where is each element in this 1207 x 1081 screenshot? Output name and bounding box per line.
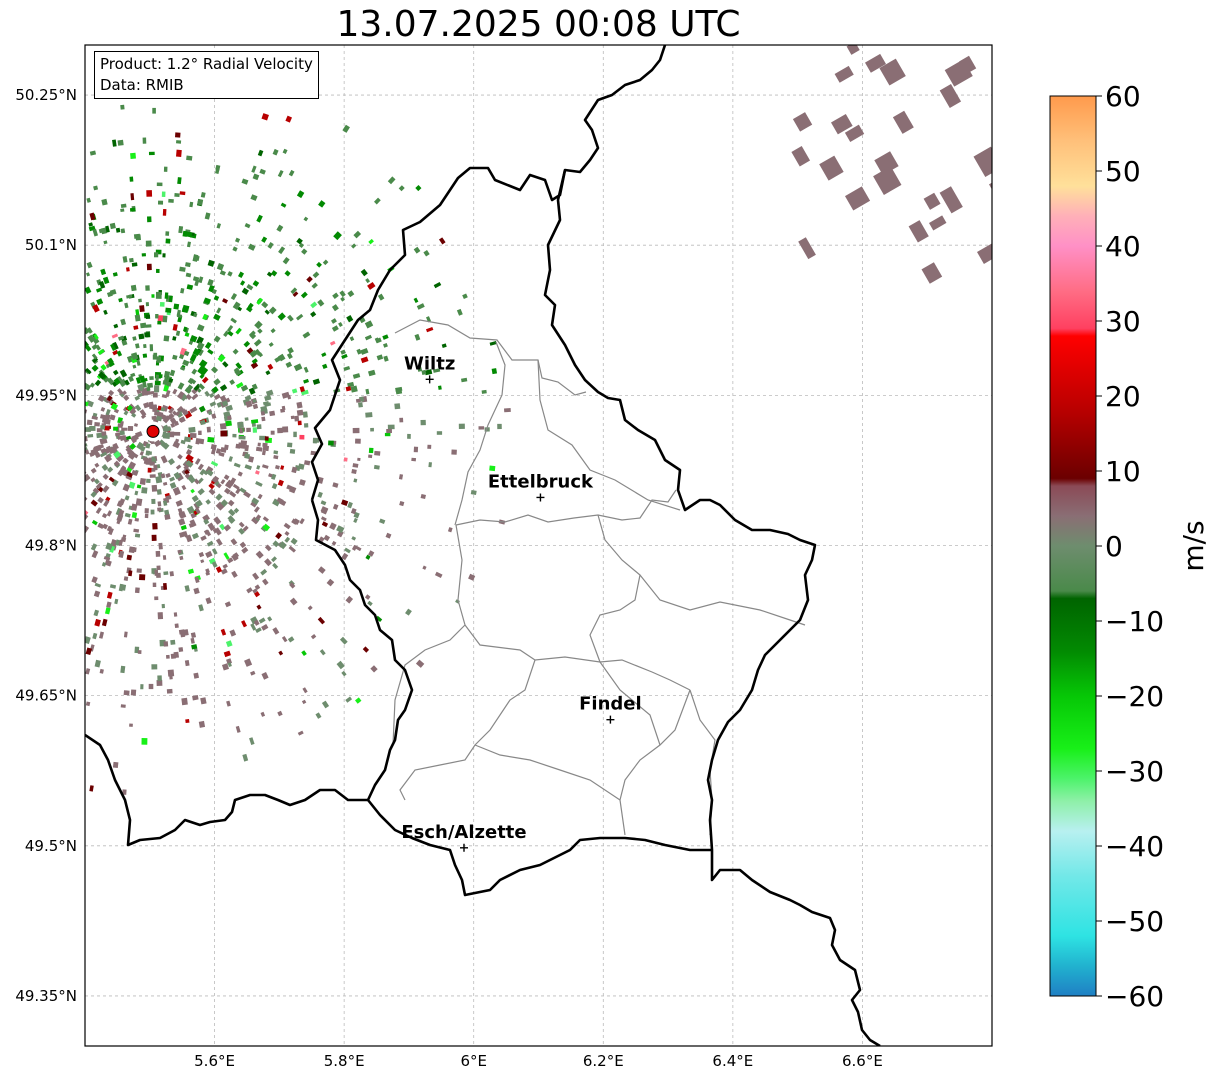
canton-boundary-luxembourg — [399, 659, 536, 801]
city-label: Wiltz — [404, 353, 455, 374]
product-label: Product: 1.2° Radial Velocity — [100, 55, 313, 73]
y-tick-label: 50.25°N — [15, 86, 77, 104]
x-tick-label: 5.8°E — [324, 1052, 365, 1070]
y-tick-label: 50.1°N — [25, 236, 77, 254]
city-marker — [606, 715, 615, 724]
colorbar-tick-label: 40 — [1105, 230, 1141, 263]
border-be-lu-de — [310, 45, 667, 501]
colorbar: 60 50 40 30 20 10 0 −10 −20 −30 −40 −50 −60 m/s — [1049, 80, 1207, 1013]
city-label: Ettelbruck — [488, 471, 594, 492]
city-marker — [536, 493, 545, 502]
colorbar-tick-label: −30 — [1105, 755, 1164, 788]
canton-boundary-vianden — [537, 359, 681, 511]
canton-boundary-redange — [392, 524, 466, 746]
border-fr-be — [85, 733, 368, 847]
colorbar-tick-label: −50 — [1105, 905, 1164, 938]
x-axis: 5.6°E 5.8°E 6°E 6.2°E 6.4°E 6.6°E — [194, 1052, 883, 1070]
canton-boundary-echternach — [589, 514, 641, 663]
colorbar-tick-label: 20 — [1105, 380, 1141, 413]
map-frame — [84, 44, 993, 1047]
colorbar-tick-label: 10 — [1105, 455, 1141, 488]
y-tick-label: 49.65°N — [15, 687, 77, 705]
colorbar-label: m/s — [1177, 520, 1207, 571]
canton-boundary-clervaux — [394, 319, 587, 396]
y-tick-label: 49.35°N — [15, 987, 77, 1005]
radar-echo-layer — [85, 45, 992, 795]
colorbar-tick-label: 50 — [1105, 155, 1141, 188]
colorbar-tick-label: 30 — [1105, 305, 1141, 338]
map-title: 13.07.2025 00:08 UTC — [336, 4, 741, 45]
data-source-label: Data: RMIB — [100, 76, 184, 94]
radar-site-marker — [146, 424, 160, 438]
y-tick-label: 49.5°N — [25, 837, 77, 855]
x-tick-label: 6.4°E — [712, 1052, 753, 1070]
colorbar-gradient — [1049, 95, 1097, 997]
canton-boundary-diekirch — [455, 489, 677, 526]
y-tick-label: 49.95°N — [15, 386, 77, 404]
canton-boundary-esch — [474, 744, 621, 801]
x-tick-label: 6.2°E — [583, 1052, 624, 1070]
canton-boundary-grevenmacher — [639, 574, 806, 626]
city-marker — [459, 843, 468, 852]
border-layer — [85, 45, 881, 1046]
border-be-lu-south — [310, 499, 712, 897]
city-label: Findel — [579, 694, 642, 715]
colorbar-tick-label: −40 — [1105, 830, 1164, 863]
city-label: Esch/Alzette — [401, 822, 526, 843]
city-marker — [425, 375, 434, 384]
canton-boundary-wiltz — [454, 341, 506, 526]
border-de-east — [543, 169, 881, 1046]
city-layer: Wiltz Ettelbruck Findel Esch/Alzette — [401, 353, 642, 852]
product-info-box: Product: 1.2° Radial Velocity Data: RMIB — [94, 51, 319, 99]
colorbar-tick-label: −20 — [1105, 680, 1164, 713]
canton-boundary-capellen — [599, 661, 661, 746]
x-tick-label: 6°E — [460, 1052, 487, 1070]
y-axis: 50.25°N 50.1°N 49.95°N 49.8°N 49.65°N 49.5°N 4… — [15, 86, 77, 1005]
y-tick-label: 49.8°N — [25, 537, 77, 555]
graticule — [85, 45, 992, 1046]
colorbar-ticks: 60 50 40 30 20 10 0 −10 −20 −30 −40 −50 −60 — [1096, 80, 1164, 1013]
colorbar-tick-label: −10 — [1105, 605, 1164, 638]
colorbar-tick-label: −60 — [1105, 980, 1164, 1013]
colorbar-tick-label: 60 — [1105, 80, 1141, 113]
x-tick-label: 6.6°E — [842, 1052, 883, 1070]
x-tick-label: 5.6°E — [194, 1052, 235, 1070]
colorbar-tick-label: 0 — [1105, 530, 1123, 563]
canton-boundary-mersch — [464, 624, 691, 691]
